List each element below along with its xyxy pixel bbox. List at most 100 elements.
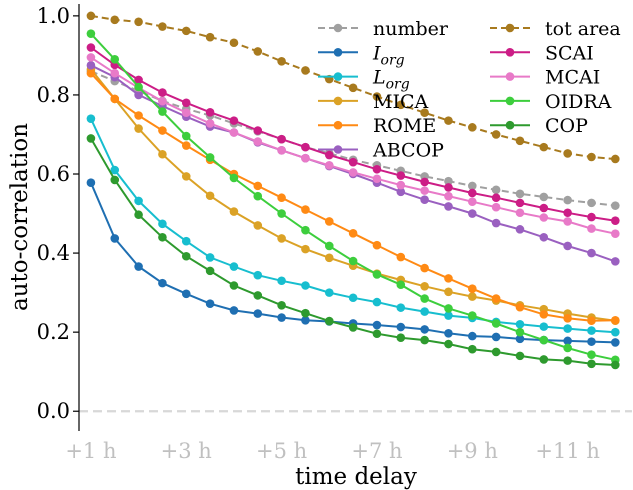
data-point bbox=[491, 218, 501, 228]
data-point bbox=[134, 262, 143, 271]
data-point bbox=[587, 152, 596, 162]
data-point bbox=[444, 287, 453, 297]
y-tick-label: 1.0 bbox=[37, 4, 70, 28]
data-point bbox=[277, 193, 286, 203]
data-point bbox=[324, 150, 334, 160]
data-point bbox=[134, 90, 143, 100]
data-point bbox=[229, 128, 239, 137]
data-point bbox=[467, 344, 477, 354]
data-point bbox=[587, 316, 596, 325]
x-tick-label: +7 h bbox=[351, 439, 402, 463]
data-point bbox=[467, 188, 477, 198]
data-point bbox=[253, 309, 263, 318]
data-point bbox=[301, 244, 310, 254]
x-tick-label: +11 h bbox=[535, 439, 600, 463]
data-point bbox=[396, 171, 406, 180]
data-point bbox=[539, 322, 549, 331]
legend-entry-7: SCAI bbox=[490, 42, 594, 64]
data-point bbox=[467, 331, 477, 341]
data-point bbox=[301, 205, 310, 214]
data-point bbox=[86, 68, 96, 78]
data-point bbox=[86, 134, 96, 143]
x-tick-label: +9 h bbox=[447, 439, 498, 463]
data-point bbox=[563, 314, 572, 323]
data-point bbox=[611, 338, 620, 347]
data-point bbox=[158, 149, 167, 159]
data-point bbox=[229, 207, 239, 216]
data-point bbox=[491, 185, 501, 195]
data-point bbox=[324, 316, 334, 326]
data-point bbox=[348, 83, 358, 93]
legend-entry-3: MICA bbox=[318, 91, 428, 113]
legend-label: ROME bbox=[373, 115, 436, 137]
data-point bbox=[444, 329, 453, 338]
data-point bbox=[110, 55, 120, 64]
data-point bbox=[229, 173, 239, 183]
data-point bbox=[611, 154, 620, 164]
data-point bbox=[396, 322, 406, 332]
data-point bbox=[420, 307, 429, 316]
data-point bbox=[301, 308, 310, 318]
series-10 bbox=[86, 134, 620, 370]
series-9 bbox=[86, 29, 620, 365]
data-point bbox=[158, 219, 167, 229]
data-point bbox=[563, 149, 572, 158]
data-point bbox=[444, 304, 453, 313]
data-point bbox=[205, 32, 215, 42]
data-point bbox=[539, 310, 549, 319]
data-point bbox=[420, 335, 429, 345]
data-point bbox=[158, 278, 167, 288]
data-point bbox=[324, 253, 334, 263]
data-point bbox=[86, 178, 96, 188]
legend-label: OIDRA bbox=[545, 91, 612, 113]
data-point bbox=[348, 256, 358, 266]
legend-marker bbox=[505, 120, 515, 130]
data-point bbox=[444, 116, 453, 125]
data-point bbox=[110, 15, 120, 25]
legend-label: Lorg bbox=[372, 67, 410, 93]
legend-label: MICA bbox=[373, 91, 428, 113]
data-point bbox=[86, 29, 96, 38]
data-point bbox=[611, 229, 620, 239]
data-point bbox=[181, 172, 191, 181]
legend-entry-8: MCAI bbox=[490, 67, 600, 89]
data-point bbox=[158, 88, 167, 97]
legend-entry-1: Iorg bbox=[318, 42, 405, 68]
data-point bbox=[277, 276, 286, 286]
data-point bbox=[420, 186, 429, 195]
data-point bbox=[396, 280, 406, 290]
data-point bbox=[348, 168, 358, 177]
data-point bbox=[467, 284, 477, 293]
data-point bbox=[110, 68, 120, 78]
data-point bbox=[491, 193, 501, 203]
data-point bbox=[611, 216, 620, 225]
data-point bbox=[372, 270, 382, 279]
data-point bbox=[396, 100, 406, 110]
data-point bbox=[134, 75, 143, 85]
data-point bbox=[515, 198, 525, 208]
legend-marker bbox=[333, 72, 343, 81]
legend-label: number bbox=[373, 18, 449, 40]
data-point bbox=[348, 157, 358, 167]
data-point bbox=[372, 240, 382, 250]
data-point bbox=[467, 292, 477, 301]
data-point bbox=[539, 142, 549, 152]
data-point bbox=[86, 60, 96, 70]
legend-marker bbox=[505, 96, 515, 106]
data-point bbox=[134, 210, 143, 220]
data-point bbox=[86, 43, 96, 52]
data-point bbox=[587, 224, 596, 233]
data-point bbox=[515, 319, 525, 329]
data-point bbox=[396, 252, 406, 262]
data-point bbox=[563, 217, 572, 226]
data-point bbox=[277, 234, 286, 243]
data-point bbox=[611, 201, 620, 210]
data-point bbox=[348, 293, 358, 303]
data-point bbox=[86, 114, 96, 123]
data-point bbox=[467, 311, 477, 320]
legend-marker bbox=[333, 145, 343, 154]
data-point bbox=[444, 176, 453, 186]
data-point bbox=[611, 327, 620, 337]
legend-entry-5: ABCOP bbox=[318, 140, 444, 162]
